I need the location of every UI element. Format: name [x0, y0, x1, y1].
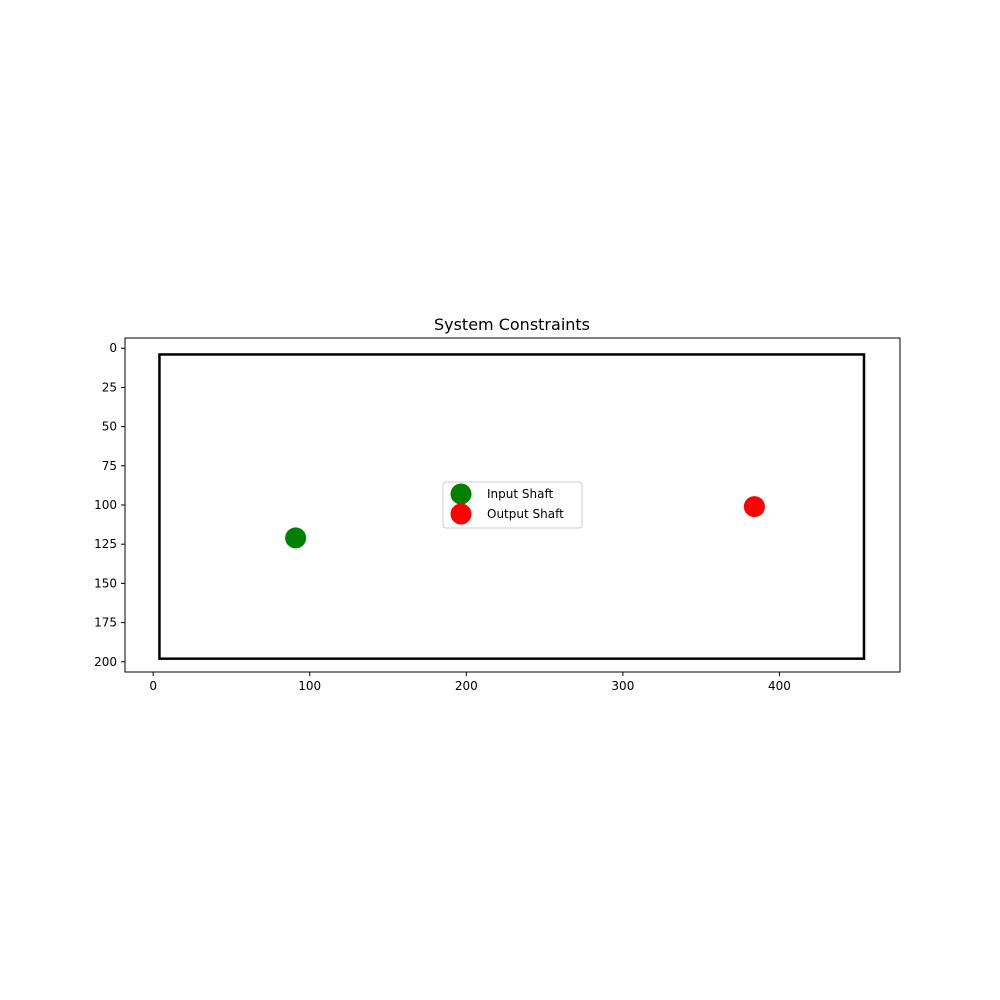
- legend-label: Output Shaft: [487, 507, 564, 521]
- x-axis: 0 100 200 300 400: [149, 672, 791, 693]
- data-marks: [285, 496, 765, 549]
- legend-box: [442, 481, 583, 529]
- legend: Input Shaft Output Shaft: [442, 481, 583, 529]
- x-tick-label: 100: [298, 679, 321, 693]
- y-tick-label: 175: [94, 616, 117, 630]
- legend-marker: [450, 483, 472, 505]
- y-tick-label: 75: [102, 459, 117, 473]
- x-tick-label: 200: [455, 679, 478, 693]
- boundary-layer: [158, 353, 866, 660]
- legend-label: Input Shaft: [487, 487, 553, 501]
- data-point-input-shaft: [285, 527, 307, 549]
- y-tick-label: 0: [109, 341, 117, 355]
- y-tick-label: 125: [94, 537, 117, 551]
- x-tick-label: 400: [768, 679, 791, 693]
- y-axis: 0 25 50 75 100 125 150 175 200: [94, 341, 125, 669]
- data-point-output-shaft: [743, 496, 765, 518]
- y-tick-label: 200: [94, 655, 117, 669]
- chart-title: System Constraints: [434, 315, 590, 334]
- legend-marker: [450, 503, 472, 525]
- y-tick-label: 150: [94, 576, 117, 590]
- y-tick-label: 50: [102, 420, 117, 434]
- y-tick-label: 25: [102, 380, 117, 394]
- x-tick-label: 300: [611, 679, 634, 693]
- boundary-rectangle: [158, 353, 866, 660]
- y-tick-label: 100: [94, 498, 117, 512]
- x-tick-label: 0: [149, 679, 157, 693]
